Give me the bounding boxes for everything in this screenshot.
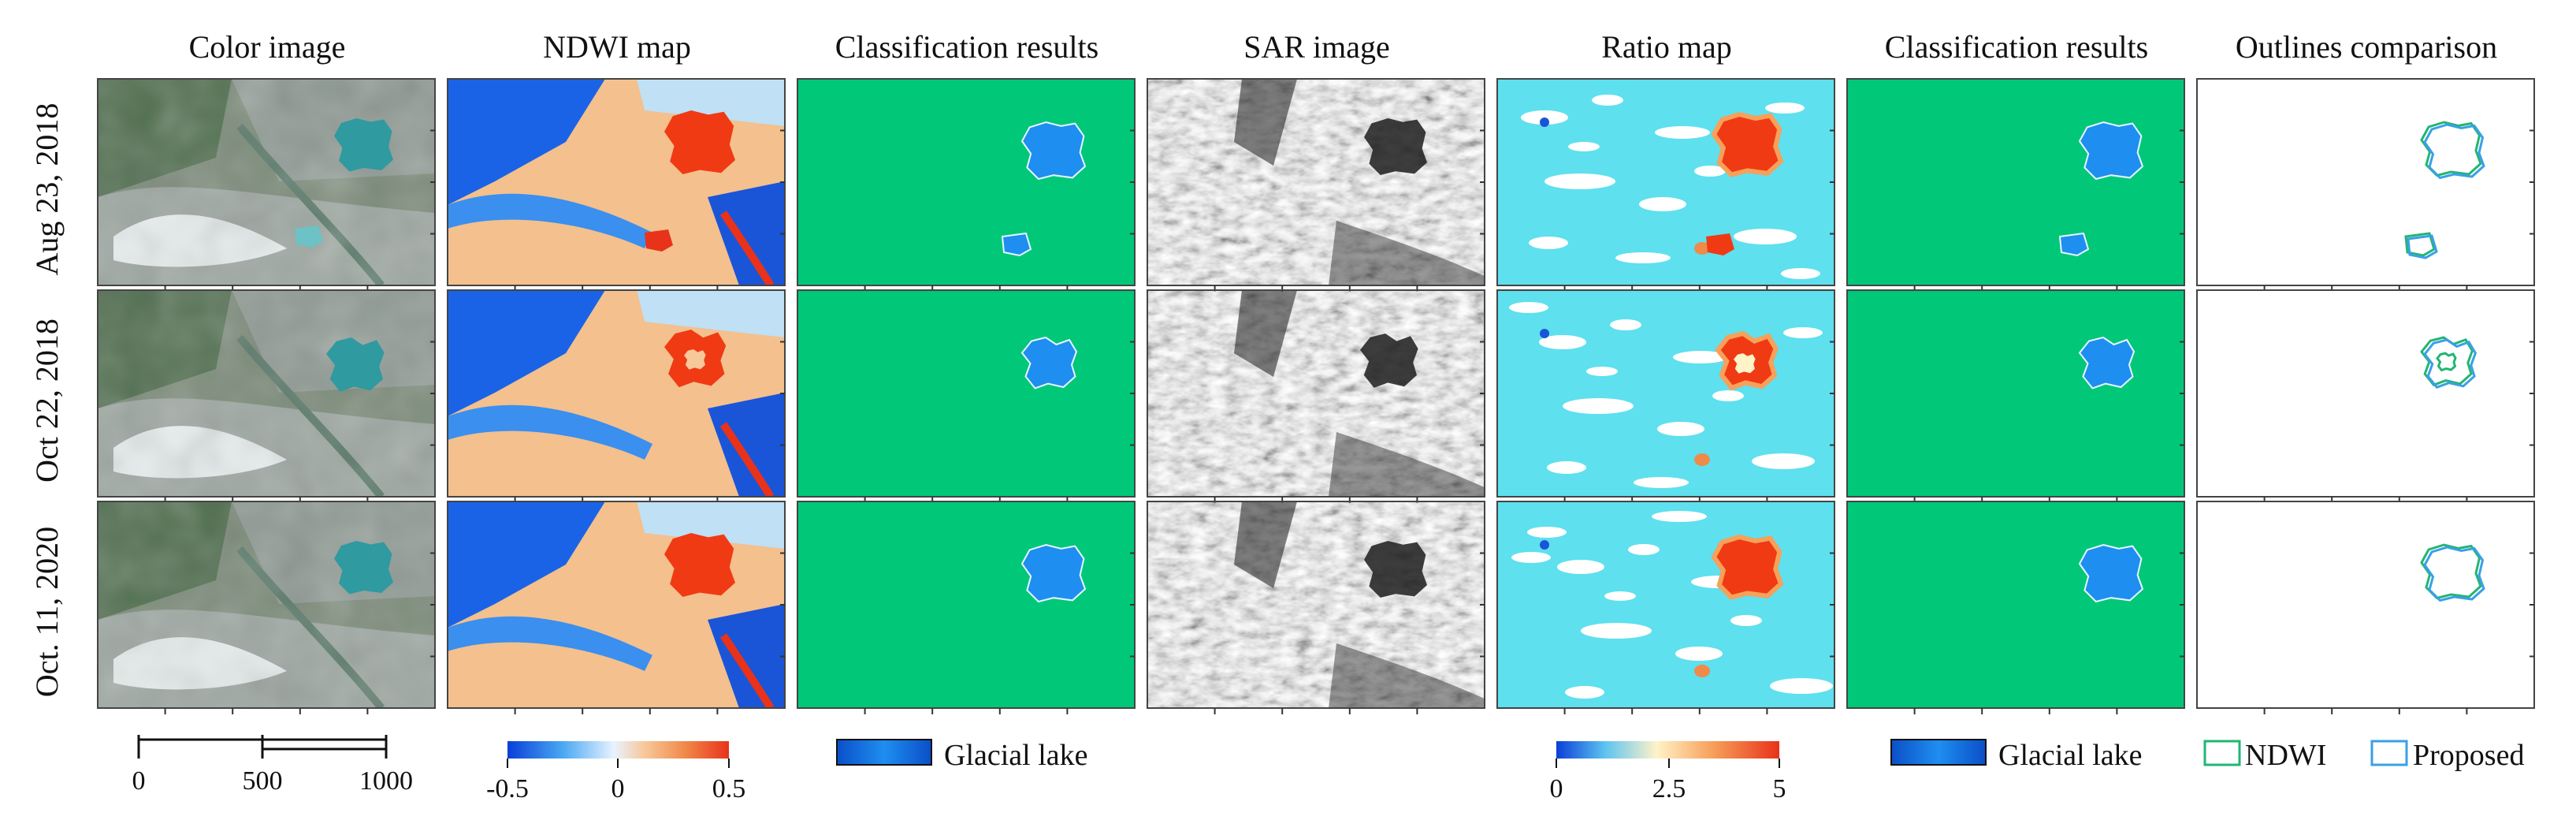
panel-ratio-aug2018	[1496, 78, 1835, 292]
ratio-colorbar-tick-mid: 2.5	[1652, 774, 1686, 803]
panel-ndwi-oct2018	[447, 289, 786, 503]
panel-color-oct2018-ticks	[164, 341, 435, 503]
column-title-color-image: Color image	[188, 29, 346, 65]
panel-sar-oct2018	[1147, 289, 1485, 503]
panel-color-oct2020	[97, 501, 436, 714]
panel-outline-oct2018	[2196, 289, 2535, 503]
legend-ndwi-label: NDWI	[2245, 739, 2327, 772]
ndwi-colorbar-tick-min: -0.5	[486, 774, 529, 803]
panel-outline-aug2018	[2196, 78, 2535, 292]
legend-proposed-label: Proposed	[2413, 739, 2525, 772]
ndwi-colorbar-tick-mid: 0	[611, 774, 625, 803]
legend-outlines	[2203, 740, 2408, 766]
panel-class-oct2020	[797, 501, 1136, 714]
row-label-oct-2020: Oct. 11, 2020	[29, 526, 65, 698]
ratio-colorbar	[1556, 741, 1780, 768]
column-title-ndwi-map: NDWI map	[543, 29, 691, 65]
scalebar-tick-500: 500	[242, 766, 283, 796]
column-title-outlines-comparison: Outlines comparison	[2235, 29, 2498, 65]
ndwi-colorbar	[507, 741, 730, 768]
panel-sar-aug2018-ticks	[1214, 129, 1485, 292]
panel-class2-oct2020	[1846, 501, 2185, 714]
legend-ndwi-swatch	[2203, 740, 2241, 766]
legend-glacial-lake-1	[836, 739, 932, 766]
ratio-colorbar-tick-max: 5	[1772, 774, 1786, 803]
panel-class2-oct2018	[1846, 289, 2185, 503]
scalebar-tick-0: 0	[132, 766, 146, 796]
column-title-ratio-map: Ratio map	[1601, 29, 1732, 65]
legend-glacial-lake-label-1: Glacial lake	[944, 739, 1088, 772]
row-label-aug-2018: Aug 23, 2018	[29, 103, 65, 276]
panel-class-oct2020-ticks	[864, 552, 1135, 714]
scalebar-tick-1000: 1000	[359, 766, 413, 796]
legend-proposed-swatch	[2370, 740, 2408, 766]
ndwi-colorbar-tick-max: 0.5	[712, 774, 746, 803]
panel-class-aug2018	[797, 78, 1136, 292]
panel-color-oct2018	[97, 289, 436, 503]
column-title-classification-2: Classification results	[1884, 29, 2149, 65]
legend-glacial-lake-swatch-2	[1890, 739, 1987, 766]
panel-sar-aug2018	[1147, 78, 1485, 292]
panel-class2-oct2020-ticks	[1913, 552, 2184, 714]
ratio-colorbar-gradient	[1556, 741, 1779, 759]
panel-color-oct2020-ticks	[164, 552, 435, 714]
panel-outline-oct2020-ticks	[2263, 552, 2534, 714]
column-title-sar-image: SAR image	[1243, 29, 1390, 65]
panel-ratio-oct2018	[1496, 289, 1835, 503]
panel-ndwi-oct2020	[447, 501, 786, 714]
panel-class-oct2018	[797, 289, 1136, 503]
panel-outline-oct2020	[2196, 501, 2535, 714]
ratio-colorbar-tick-min: 0	[1549, 774, 1563, 803]
legend-glacial-lake-label-2: Glacial lake	[1998, 739, 2143, 772]
panel-sar-oct2020-ticks	[1214, 552, 1485, 714]
column-title-classification-1: Classification results	[835, 29, 1099, 65]
ndwi-colorbar-gradient	[507, 741, 729, 759]
panel-ratio-oct2020-ticks	[1563, 552, 1834, 714]
panel-ratio-oct2020	[1496, 501, 1835, 714]
legend-glacial-lake-2	[1890, 739, 1987, 766]
panel-ndwi-oct2020-ticks	[514, 552, 785, 714]
panel-class2-aug2018	[1846, 78, 2185, 292]
legend-glacial-lake-swatch-1	[836, 739, 932, 766]
scale-bar	[137, 735, 388, 759]
panel-ndwi-aug2018	[447, 78, 786, 292]
panel-sar-oct2020	[1147, 501, 1485, 714]
panel-color-aug2018	[97, 78, 436, 292]
row-label-oct-2018: Oct 22, 2018	[29, 319, 65, 483]
